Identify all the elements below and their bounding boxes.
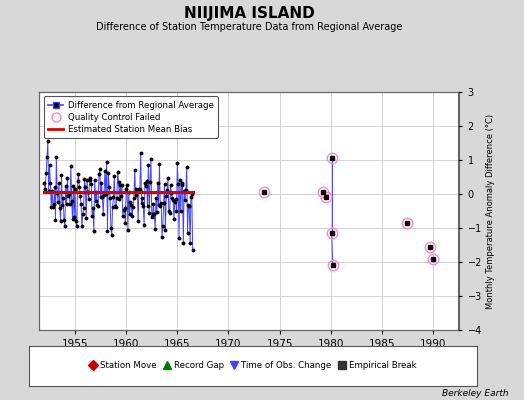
Legend: Station Move, Record Gap, Time of Obs. Change, Empirical Break: Station Move, Record Gap, Time of Obs. C…: [86, 358, 420, 374]
Text: Difference of Station Temperature Data from Regional Average: Difference of Station Temperature Data f…: [96, 22, 402, 32]
Text: Berkeley Earth: Berkeley Earth: [442, 389, 508, 398]
Y-axis label: Monthly Temperature Anomaly Difference (°C): Monthly Temperature Anomaly Difference (…: [486, 114, 495, 308]
Text: NIIJIMA ISLAND: NIIJIMA ISLAND: [183, 6, 314, 21]
Legend: Difference from Regional Average, Quality Control Failed, Estimated Station Mean: Difference from Regional Average, Qualit…: [43, 96, 218, 138]
